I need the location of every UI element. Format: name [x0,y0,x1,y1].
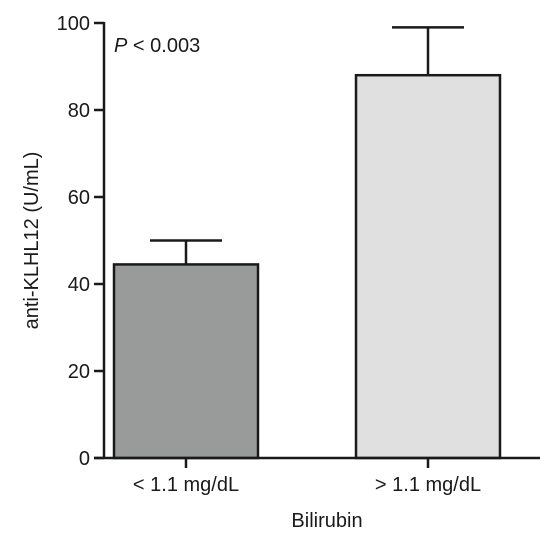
p-value-annotation: P < 0.003 [114,35,200,57]
p-value-italic: P [114,35,128,57]
x-axis-tick-labels: < 1.1 mg/dL > 1.1 mg/dL [133,458,481,496]
y-axis-tick-labels: 0 20 40 60 80 100 [57,13,90,470]
error-bars [150,26,464,265]
y-tick-label: 40 [68,274,90,296]
y-tick-label: 20 [68,361,90,383]
y-tick-label: 0 [79,448,90,470]
x-tick-label: < 1.1 mg/dL [133,474,239,496]
x-axis-label: Bilirubin [291,510,362,532]
bar [354,73,502,460]
bars [112,73,502,460]
bar [112,263,260,460]
p-value-rest: < 0.003 [127,35,200,57]
y-tick-label: 60 [68,187,90,209]
y-tick-label: 100 [57,13,90,35]
y-tick-label: 80 [68,100,90,122]
y-axis-ticks [94,21,104,460]
y-axis-label: anti-KLHL12 (U/mL) [21,152,43,330]
x-tick-label: > 1.1 mg/dL [375,474,481,496]
